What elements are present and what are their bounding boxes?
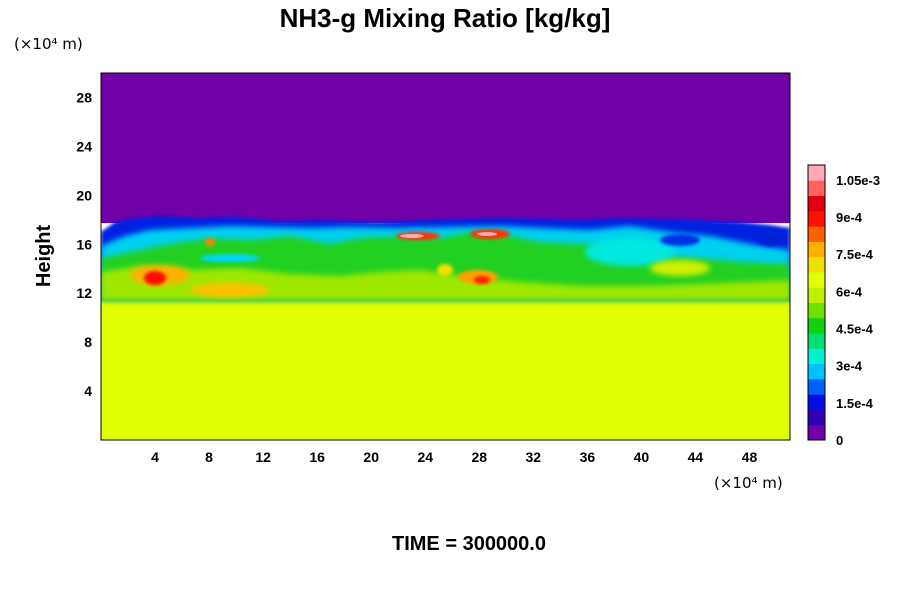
colorbar-segment <box>808 363 825 380</box>
y-axis-label: Height <box>33 225 55 288</box>
y-tick-label: 28 <box>76 89 92 105</box>
y-tick-label: 16 <box>76 236 92 252</box>
yellow-patch <box>437 264 453 276</box>
colorbar-segment <box>808 195 825 212</box>
yellow-patch <box>650 260 710 276</box>
y-axis-unit: (×10⁴ m) <box>14 35 83 53</box>
x-tick-label: 40 <box>634 449 650 465</box>
colorbar-segment <box>808 333 825 349</box>
x-tick-label: 4 <box>151 449 159 465</box>
y-tick-label: 8 <box>84 334 92 350</box>
mixed-layer-lime <box>101 266 790 300</box>
red-core <box>474 276 490 284</box>
colorbar <box>807 164 826 441</box>
y-tick-label: 24 <box>76 138 92 154</box>
colorbar-tick-label: 0 <box>836 433 843 448</box>
colorbar-segment <box>808 165 825 181</box>
chart-title: NH3-g Mixing Ratio [kg/kg] <box>280 3 611 33</box>
colorbar-segment <box>808 317 825 334</box>
x-tick-label: 28 <box>471 449 487 465</box>
x-tick-label: 16 <box>309 449 325 465</box>
colorbar-tick-label: 9e-4 <box>836 210 863 225</box>
x-tick-label: 48 <box>742 449 758 465</box>
colorbar-segment <box>808 210 825 227</box>
colorbar-frame <box>807 164 826 441</box>
colorbar-segment <box>808 180 825 197</box>
x-tick-label: 44 <box>688 449 704 465</box>
colorbar-segment <box>808 241 825 258</box>
colorbar-tick-label: 1.05e-3 <box>836 173 880 188</box>
lower-region <box>101 290 790 440</box>
y-tick-label: 20 <box>76 187 92 203</box>
x-tick-label: 12 <box>255 449 271 465</box>
x-tick-label: 24 <box>417 449 433 465</box>
colorbar-segment <box>808 409 825 426</box>
colorbar-tick-label: 7.5e-4 <box>836 247 874 262</box>
y-axis-ticks: 4 8 12 16 20 24 28 <box>76 89 92 399</box>
colorbar-segment <box>808 226 825 242</box>
colorbar-segment <box>808 271 825 288</box>
pink-streak <box>400 234 424 238</box>
pink-streak <box>477 232 497 236</box>
colorbar-segment <box>808 378 825 395</box>
colorbar-tick-label: 4.5e-4 <box>836 322 874 337</box>
x-tick-label: 36 <box>580 449 596 465</box>
plot-frame <box>100 72 791 441</box>
x-axis-unit: (×10⁴ m) <box>714 474 783 492</box>
cyan-filament <box>200 254 260 262</box>
colorbar-segment <box>808 287 825 303</box>
orange-patch <box>205 238 215 246</box>
colorbar-ticks: 0 1.5e-4 3e-4 4.5e-4 6e-4 7.5e-4 9e-4 1.05e-3 <box>836 173 880 448</box>
y-tick-label: 4 <box>84 383 92 399</box>
colorbar-segment <box>808 394 825 410</box>
upper-region <box>101 73 790 223</box>
colorbar-tick-label: 6e-4 <box>836 284 863 299</box>
colorbar-segment <box>808 256 825 273</box>
colorbar-tick-label: 3e-4 <box>836 359 863 374</box>
x-tick-label: 8 <box>205 449 213 465</box>
x-axis-ticks: 4 8 12 16 20 24 28 32 36 40 44 48 <box>151 449 757 465</box>
x-tick-label: 32 <box>526 449 542 465</box>
blue-swirl <box>756 230 784 246</box>
red-core <box>144 271 166 285</box>
x-tick-label: 20 <box>363 449 379 465</box>
y-tick-label: 12 <box>76 285 92 301</box>
time-label: TIME = 300000.0 <box>392 533 546 555</box>
colorbar-tick-label: 1.5e-4 <box>836 396 874 411</box>
colorbar-segment <box>808 348 825 365</box>
heatmap-field <box>101 73 790 440</box>
orange-patch <box>190 283 270 297</box>
colorbar-segment <box>808 302 825 319</box>
colorbar-segment <box>808 424 825 441</box>
cyan-patch <box>585 238 675 266</box>
blue-swirl <box>660 234 700 246</box>
